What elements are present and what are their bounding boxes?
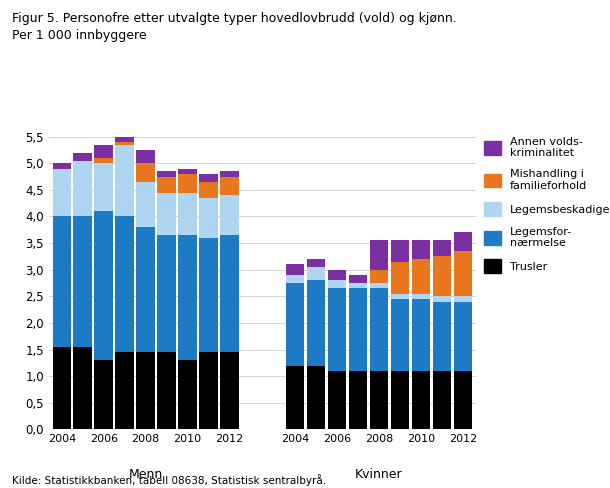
Bar [199, 198, 218, 238]
Bar [73, 161, 92, 217]
Bar [199, 238, 218, 352]
Bar [137, 163, 155, 182]
Bar [349, 275, 367, 283]
Bar [157, 235, 176, 352]
Text: Menn: Menn [129, 468, 163, 481]
Bar [220, 235, 239, 352]
Bar [157, 193, 176, 235]
Bar [412, 241, 430, 259]
Bar [454, 302, 472, 371]
Bar [454, 296, 472, 302]
Bar [328, 281, 346, 288]
Bar [370, 283, 388, 288]
Bar [52, 168, 71, 217]
Bar [390, 371, 409, 429]
Bar [370, 241, 388, 270]
Bar [137, 150, 155, 163]
Bar [137, 227, 155, 352]
Bar [178, 168, 197, 174]
Bar [349, 288, 367, 371]
Bar [370, 288, 388, 371]
Bar [328, 270, 346, 281]
Bar [412, 294, 430, 299]
Bar [412, 259, 430, 294]
Bar [349, 283, 367, 288]
Bar [178, 235, 197, 360]
Bar [370, 270, 388, 283]
Bar [307, 267, 325, 281]
Bar [390, 262, 409, 294]
Bar [432, 256, 451, 296]
Bar [328, 288, 346, 371]
Bar [52, 217, 71, 347]
Bar [454, 232, 472, 251]
Bar [95, 158, 113, 163]
Bar [115, 137, 134, 142]
Bar [285, 366, 304, 429]
Bar [95, 211, 113, 360]
Bar [115, 217, 134, 352]
Bar [73, 347, 92, 429]
Bar [178, 174, 197, 193]
Bar [432, 302, 451, 371]
Bar [328, 371, 346, 429]
Text: Kilde: Statistikkbanken, tabell 08638, Statistisk sentralbyrå.: Kilde: Statistikkbanken, tabell 08638, S… [12, 474, 326, 486]
Bar [390, 241, 409, 262]
Bar [412, 371, 430, 429]
Bar [157, 352, 176, 429]
Bar [73, 217, 92, 347]
Bar [199, 182, 218, 198]
Text: Per 1 000 innbyggere: Per 1 000 innbyggere [12, 29, 147, 42]
Bar [115, 142, 134, 144]
Bar [349, 371, 367, 429]
Bar [307, 366, 325, 429]
Bar [178, 193, 197, 235]
Bar [307, 259, 325, 267]
Bar [432, 296, 451, 302]
Bar [137, 182, 155, 227]
Bar [199, 174, 218, 182]
Bar [285, 283, 304, 366]
Bar [115, 144, 134, 217]
Bar [52, 163, 71, 168]
Bar [157, 171, 176, 177]
Bar [52, 347, 71, 429]
Bar [199, 352, 218, 429]
Bar [454, 251, 472, 296]
Bar [220, 195, 239, 235]
Bar [220, 352, 239, 429]
Bar [220, 177, 239, 195]
Bar [178, 360, 197, 429]
Bar [454, 371, 472, 429]
Bar [370, 371, 388, 429]
Legend: Annen volds-
kriminalitet, Mishandling i
familieforhold, Legemsbeskadigelse, Leg: Annen volds- kriminalitet, Mishandling i… [484, 137, 610, 273]
Bar [73, 153, 92, 161]
Bar [137, 352, 155, 429]
Text: Kvinner: Kvinner [355, 468, 403, 481]
Bar [157, 177, 176, 193]
Bar [307, 281, 325, 366]
Bar [390, 299, 409, 371]
Bar [95, 163, 113, 211]
Bar [285, 275, 304, 283]
Bar [95, 360, 113, 429]
Bar [115, 352, 134, 429]
Bar [432, 371, 451, 429]
Text: Figur 5. Personofre etter utvalgte typer hovedlovbrudd (vold) og kjønn.: Figur 5. Personofre etter utvalgte typer… [12, 12, 457, 25]
Bar [390, 294, 409, 299]
Bar [220, 171, 239, 177]
Bar [285, 264, 304, 275]
Bar [95, 144, 113, 158]
Bar [412, 299, 430, 371]
Bar [432, 241, 451, 256]
